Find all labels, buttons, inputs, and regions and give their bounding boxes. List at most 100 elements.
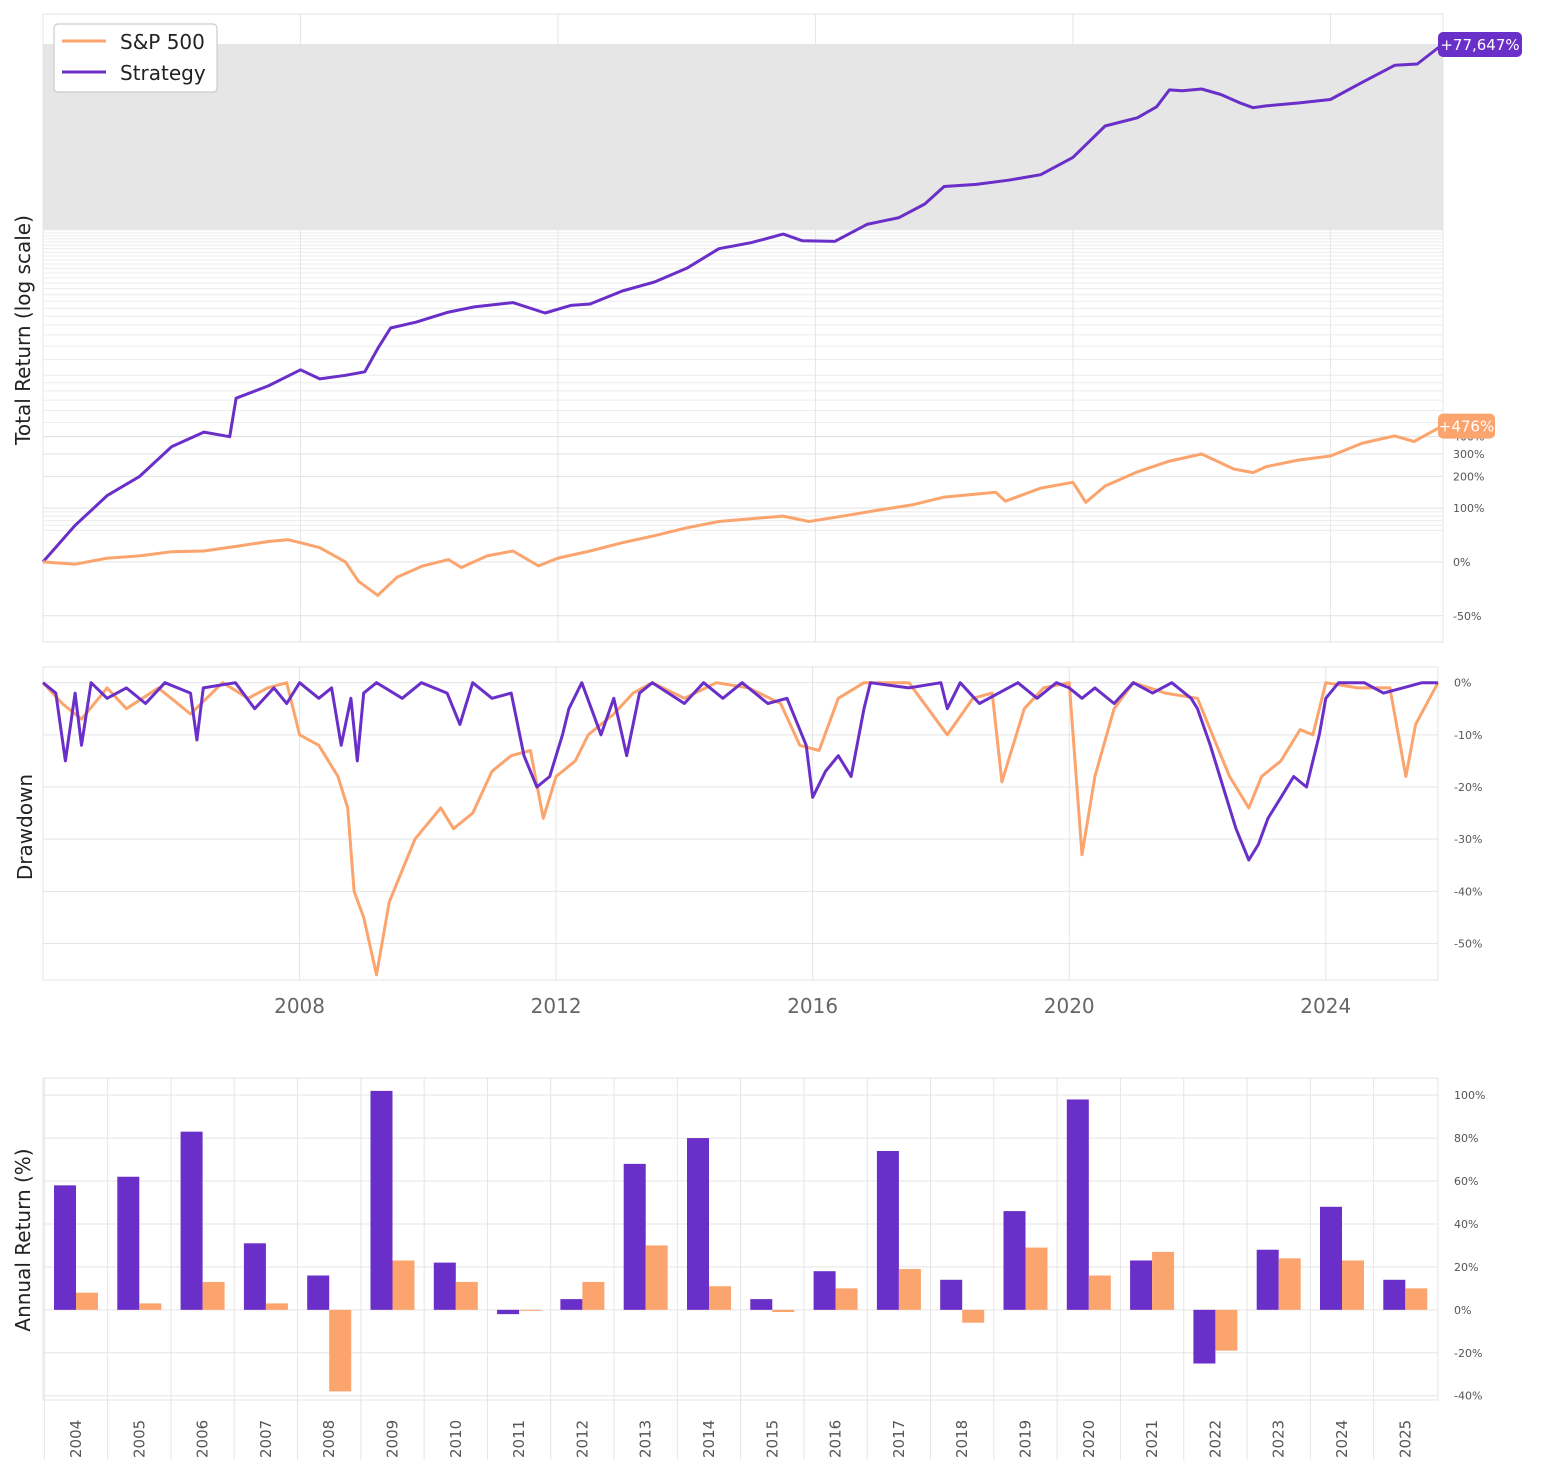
y-tick-label: -50% [1453,610,1481,623]
x-tick-label: 2024 [1300,994,1351,1018]
y-tick-label: -20% [1454,1347,1482,1360]
total-return-shaded-band [43,44,1443,231]
bar-s-p-500-2017 [898,1269,921,1310]
bar-s-p-500-2018 [962,1309,985,1323]
x-tick-label: 2008 [274,994,325,1018]
x-tick-label: 2005 [130,1420,148,1458]
x-tick-label: 2012 [573,1420,591,1458]
end-label-bg [1438,413,1495,439]
annual-return-y-ticks: -40% -20% 0% 20% 40% 60% 80% 100% [1454,1089,1485,1403]
bar-strategy-2019 [1003,1211,1026,1310]
drawdown-panel: 0%-10%-20%-30%-40%-50% 2008 2012 2016 2020 2… [13,666,1482,1018]
drawdown-line-strategy [42,681,1438,862]
x-tick-label: 2007 [257,1420,275,1458]
y-tick-label: 300% [1453,448,1484,461]
x-tick-label: 2022 [1206,1420,1224,1458]
x-tick-label: 2017 [890,1420,908,1458]
annual-return-bars [54,1090,1428,1392]
annual-return-x-ticks: 2004 2005 2006 2007 2008 2009 2010 2011 2012 2013… [67,1420,1414,1458]
total-return-lines [41,42,1444,597]
bar-strategy-2010 [433,1262,456,1310]
series-line-s-p-500 [42,424,1444,597]
x-tick-label: 2024 [1333,1420,1351,1458]
x-tick-label: 2008 [320,1420,338,1458]
bar-strategy-2025 [1383,1279,1406,1310]
bar-s-p-500-2011 [519,1309,542,1311]
y-tick-label: 80% [1454,1132,1478,1145]
bar-strategy-2024 [1320,1206,1342,1310]
bar-s-p-500-2012 [582,1281,605,1310]
end-label: +77,647% [1440,36,1519,54]
x-tick-label: 2004 [67,1420,85,1458]
bar-strategy-2015 [750,1299,773,1310]
y-tick-label: 40% [1454,1218,1478,1231]
x-tick-label: 2020 [1044,994,1095,1018]
total-return-ylabel: Total Return (log scale) [11,215,35,446]
bar-s-p-500-2006 [202,1281,225,1310]
end-label-bg [1438,32,1522,57]
bar-s-p-500-2023 [1278,1258,1301,1310]
legend-label-sp500: S&P 500 [120,30,205,54]
bar-strategy-2021 [1130,1260,1153,1310]
legend-label-strategy: Strategy [120,61,206,85]
bar-strategy-2017 [876,1150,899,1310]
legend: S&P 500 Strategy [53,23,218,93]
annual-return-grid [42,1077,1439,1460]
bar-strategy-2007 [243,1243,266,1310]
bar-strategy-2004 [54,1185,76,1310]
bar-s-p-500-2004 [76,1292,98,1310]
bar-s-p-500-2005 [139,1303,162,1310]
bar-strategy-2013 [623,1163,646,1310]
series-line-strategy [41,42,1444,563]
x-tick-label: 2020 [1080,1420,1098,1458]
total-return-frame [42,13,1444,643]
y-tick-label: -50% [1454,937,1482,950]
bar-strategy-2005 [117,1176,140,1310]
y-tick-label: 0% [1454,1304,1471,1317]
bar-strategy-2009 [370,1090,393,1310]
x-tick-label: 2016 [787,994,838,1018]
bar-strategy-2014 [687,1138,709,1310]
bar-s-p-500-2009 [392,1260,415,1310]
drawdown-grid [42,666,1439,981]
total-return-y-ticks: -50%0%100%200%300%400% [1453,431,1484,623]
annual-return-panel: -40%-20%0%20%40%60%80%100% 2004 2005 2006 2… [11,1077,1485,1460]
end-labels: +77,647% +476% [1438,32,1522,439]
x-tick-label: 2013 [637,1420,655,1458]
bar-s-p-500-2010 [455,1281,478,1310]
y-tick-label: 200% [1453,470,1484,483]
bar-strategy-2020 [1066,1099,1089,1310]
bar-s-p-500-2020 [1088,1275,1111,1310]
y-tick-label: -40% [1454,885,1482,898]
end-label: +476% [1439,418,1494,436]
bar-strategy-2011 [497,1309,520,1315]
x-tick-label: 2011 [510,1420,528,1458]
y-tick-label: 20% [1454,1261,1478,1274]
bar-strategy-2018 [940,1279,963,1310]
y-tick-label: -30% [1454,833,1482,846]
x-tick-label: 2015 [763,1420,781,1458]
x-tick-label: 2025 [1396,1420,1414,1458]
bar-s-p-500-2025 [1405,1288,1428,1310]
y-tick-label: 100% [1454,1089,1485,1102]
x-tick-label: 2023 [1270,1420,1288,1458]
bar-s-p-500-2015 [772,1309,795,1312]
drawdown-x-ticks: 2008 2012 2016 2020 2024 [274,994,1351,1018]
y-tick-label: -10% [1454,729,1482,742]
bar-strategy-2022 [1193,1309,1216,1364]
y-tick-label: 0% [1453,556,1470,569]
bar-s-p-500-2022 [1215,1309,1238,1351]
bar-strategy-2012 [560,1299,583,1310]
x-tick-label: 2012 [531,994,582,1018]
drawdown-frame [42,666,1439,981]
x-tick-label: 2009 [384,1420,402,1458]
bar-s-p-500-2013 [645,1245,668,1310]
y-tick-label: -40% [1454,1390,1482,1403]
x-tick-label: 2019 [1017,1420,1035,1458]
drawdown-line-s-p-500 [41,681,1440,977]
bar-s-p-500-2019 [1025,1247,1048,1310]
x-tick-label: 2016 [827,1420,845,1458]
bar-s-p-500-2024 [1342,1260,1364,1310]
bar-s-p-500-2014 [709,1286,731,1310]
